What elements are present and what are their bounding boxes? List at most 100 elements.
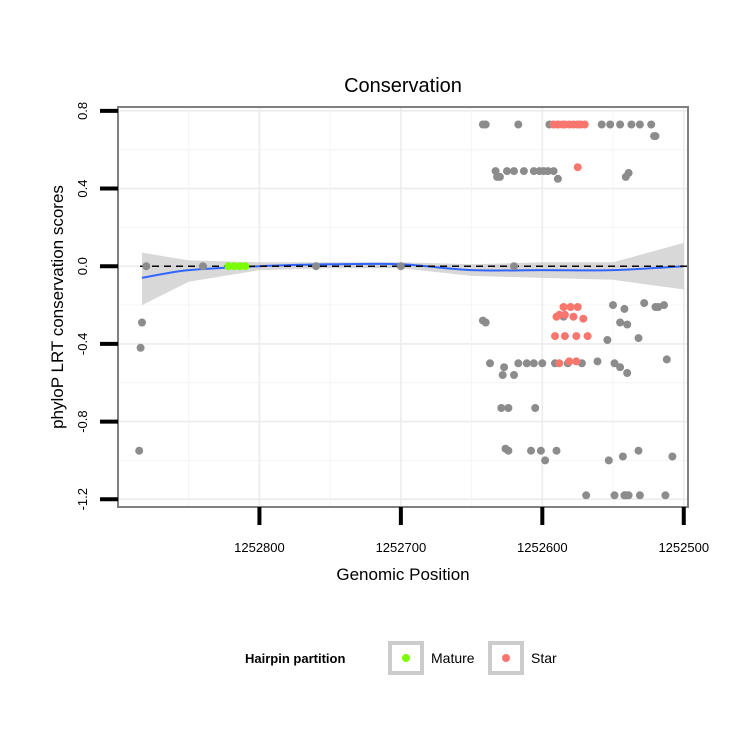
point-star bbox=[560, 310, 569, 319]
point-star bbox=[559, 303, 568, 311]
point-other bbox=[510, 371, 518, 379]
point-other bbox=[618, 452, 627, 461]
point-other bbox=[510, 167, 518, 176]
point-other bbox=[529, 359, 538, 368]
y-tick-label: -1.2 bbox=[75, 488, 90, 510]
point-other bbox=[495, 172, 504, 181]
point-star bbox=[566, 303, 575, 311]
y-axis-label: phyloP LRT conservation scores bbox=[48, 185, 67, 429]
point-star bbox=[555, 310, 564, 319]
legend: Hairpin partition Mature Star bbox=[245, 641, 557, 675]
point-other bbox=[609, 301, 617, 310]
point-other bbox=[668, 452, 677, 461]
point-other bbox=[541, 456, 550, 465]
point-other bbox=[624, 169, 633, 177]
point-other bbox=[640, 299, 649, 308]
point-mature bbox=[230, 262, 238, 271]
point-other bbox=[616, 363, 625, 372]
point-other bbox=[660, 301, 668, 310]
point-other bbox=[651, 132, 660, 141]
point-other bbox=[503, 167, 511, 176]
legend-marker-mature bbox=[402, 654, 410, 662]
point-other bbox=[522, 359, 531, 368]
point-other bbox=[142, 262, 151, 271]
y-tick-label: -0.4 bbox=[75, 333, 90, 355]
x-tick-label: 1252600 bbox=[517, 540, 568, 555]
x-axis-label: Genomic Position bbox=[336, 565, 469, 584]
point-star bbox=[583, 332, 592, 341]
point-other bbox=[597, 120, 606, 129]
legend-label-mature: Mature bbox=[431, 650, 475, 666]
point-other bbox=[647, 120, 656, 129]
point-other bbox=[552, 446, 561, 455]
point-star bbox=[573, 303, 582, 311]
point-other bbox=[606, 120, 615, 129]
x-axis: 1252800 1252700 1252600 1252500 bbox=[234, 507, 709, 555]
point-other bbox=[582, 491, 591, 500]
legend-title: Hairpin partition bbox=[245, 651, 345, 666]
y-tick-label: 0.8 bbox=[75, 102, 90, 120]
point-star bbox=[580, 120, 589, 129]
point-star bbox=[560, 332, 569, 341]
point-other bbox=[529, 167, 538, 176]
y-axis: 0.8 0.4 0.0 -0.4 -0.8 -1.2 bbox=[75, 102, 118, 510]
point-other bbox=[135, 446, 144, 455]
point-other bbox=[634, 446, 643, 455]
point-other bbox=[616, 120, 625, 129]
point-star bbox=[572, 332, 581, 341]
point-star bbox=[555, 359, 564, 368]
point-star bbox=[569, 312, 578, 321]
point-other bbox=[312, 262, 320, 271]
chart-title: Conservation bbox=[344, 75, 462, 97]
point-mature bbox=[241, 262, 250, 271]
point-other bbox=[500, 363, 509, 372]
point-other bbox=[536, 446, 545, 455]
point-other bbox=[662, 355, 671, 364]
point-other bbox=[514, 359, 523, 368]
point-other bbox=[616, 318, 625, 327]
point-other bbox=[623, 369, 632, 377]
point-star bbox=[573, 163, 582, 172]
point-other bbox=[544, 167, 552, 176]
point-other bbox=[531, 404, 540, 412]
point-other bbox=[504, 404, 513, 412]
point-other bbox=[514, 120, 523, 129]
point-star bbox=[551, 332, 559, 341]
point-other bbox=[661, 491, 670, 500]
point-other bbox=[627, 120, 636, 129]
point-other bbox=[593, 357, 602, 366]
point-other bbox=[198, 262, 207, 271]
x-tick-label: 1252800 bbox=[234, 540, 285, 555]
data-points-layer bbox=[135, 120, 677, 500]
point-other bbox=[510, 262, 518, 271]
point-other bbox=[481, 120, 490, 129]
confidence-band-layer bbox=[142, 242, 684, 306]
y-tick-label: -0.8 bbox=[75, 410, 90, 432]
point-other bbox=[396, 262, 405, 271]
plot-panel bbox=[118, 107, 688, 507]
point-mature bbox=[235, 262, 244, 271]
point-star bbox=[565, 357, 574, 366]
x-tick-label: 1252700 bbox=[376, 540, 427, 555]
point-other bbox=[610, 491, 619, 500]
point-other bbox=[486, 359, 494, 368]
legend-label-star: Star bbox=[531, 650, 557, 666]
x-tick-label: 1252500 bbox=[658, 540, 709, 555]
point-other bbox=[538, 359, 547, 368]
point-other bbox=[549, 167, 558, 176]
point-other bbox=[136, 343, 145, 352]
point-other bbox=[504, 446, 513, 455]
point-other bbox=[497, 404, 506, 412]
point-other bbox=[624, 491, 633, 500]
y-tick-label: 0.4 bbox=[75, 180, 90, 198]
point-other bbox=[604, 456, 613, 465]
point-other bbox=[519, 167, 528, 176]
point-other bbox=[620, 304, 629, 313]
point-other bbox=[498, 371, 507, 379]
point-star bbox=[572, 357, 581, 366]
point-other bbox=[635, 120, 644, 129]
point-star bbox=[579, 314, 588, 323]
point-other bbox=[634, 334, 643, 343]
point-mature bbox=[224, 262, 233, 271]
